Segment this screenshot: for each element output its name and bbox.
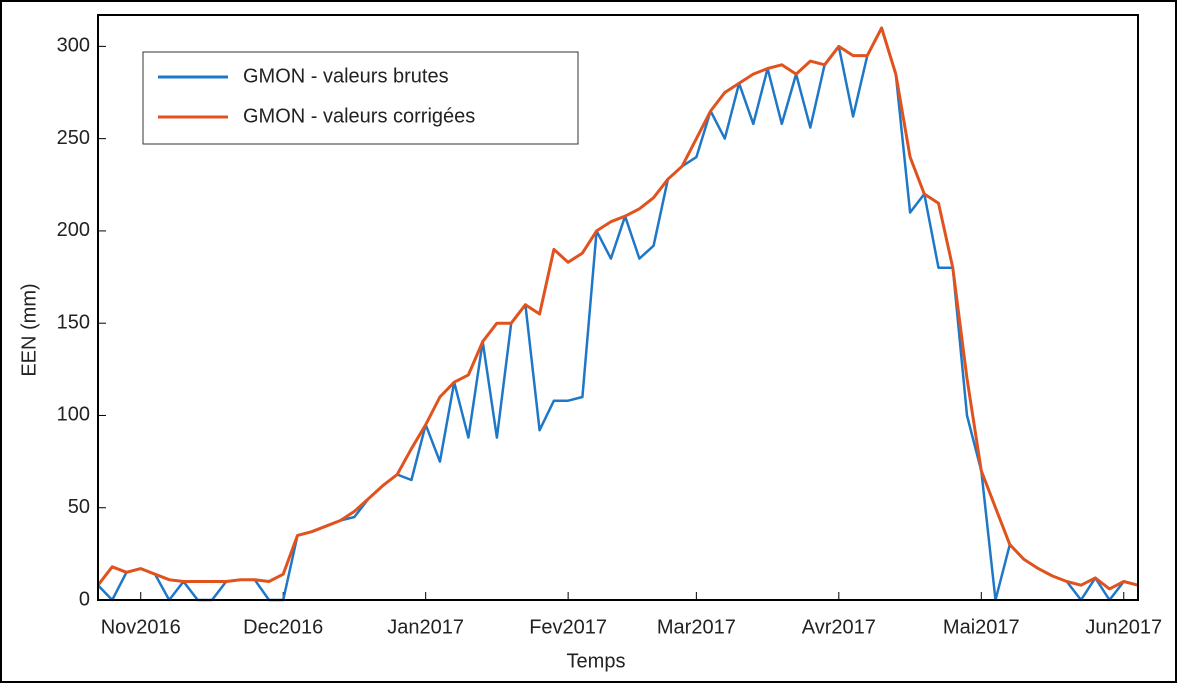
x-tick-label: Jan2017 (387, 616, 464, 638)
y-tick-label: 300 (57, 35, 90, 57)
x-tick-label: Mai2017 (943, 616, 1020, 638)
y-tick-label: 50 (68, 496, 90, 518)
x-axis-label: Temps (567, 650, 626, 672)
y-tick-label: 200 (57, 219, 90, 241)
x-tick-label: Nov2016 (101, 616, 181, 638)
y-tick-label: 100 (57, 404, 90, 426)
y-axis-label: EEN (mm) (18, 283, 40, 376)
plot-frame (97, 14, 1139, 601)
legend-label: GMON - valeurs corrigées (243, 105, 475, 127)
y-tick-label: 250 (57, 127, 90, 149)
y-tick-label: 0 (79, 588, 90, 610)
y-tick-label: 150 (57, 311, 90, 333)
legend-label: GMON - valeurs brutes (243, 65, 449, 87)
x-tick-label: Dec2016 (243, 616, 323, 638)
x-tick-label: Jun2017 (1085, 616, 1162, 638)
legend-box (142, 51, 579, 145)
x-tick-label: Fev2017 (529, 616, 607, 638)
x-tick-label: Avr2017 (802, 616, 876, 638)
series-line (96, 26, 1139, 591)
x-tick-label: Mar2017 (657, 616, 736, 638)
